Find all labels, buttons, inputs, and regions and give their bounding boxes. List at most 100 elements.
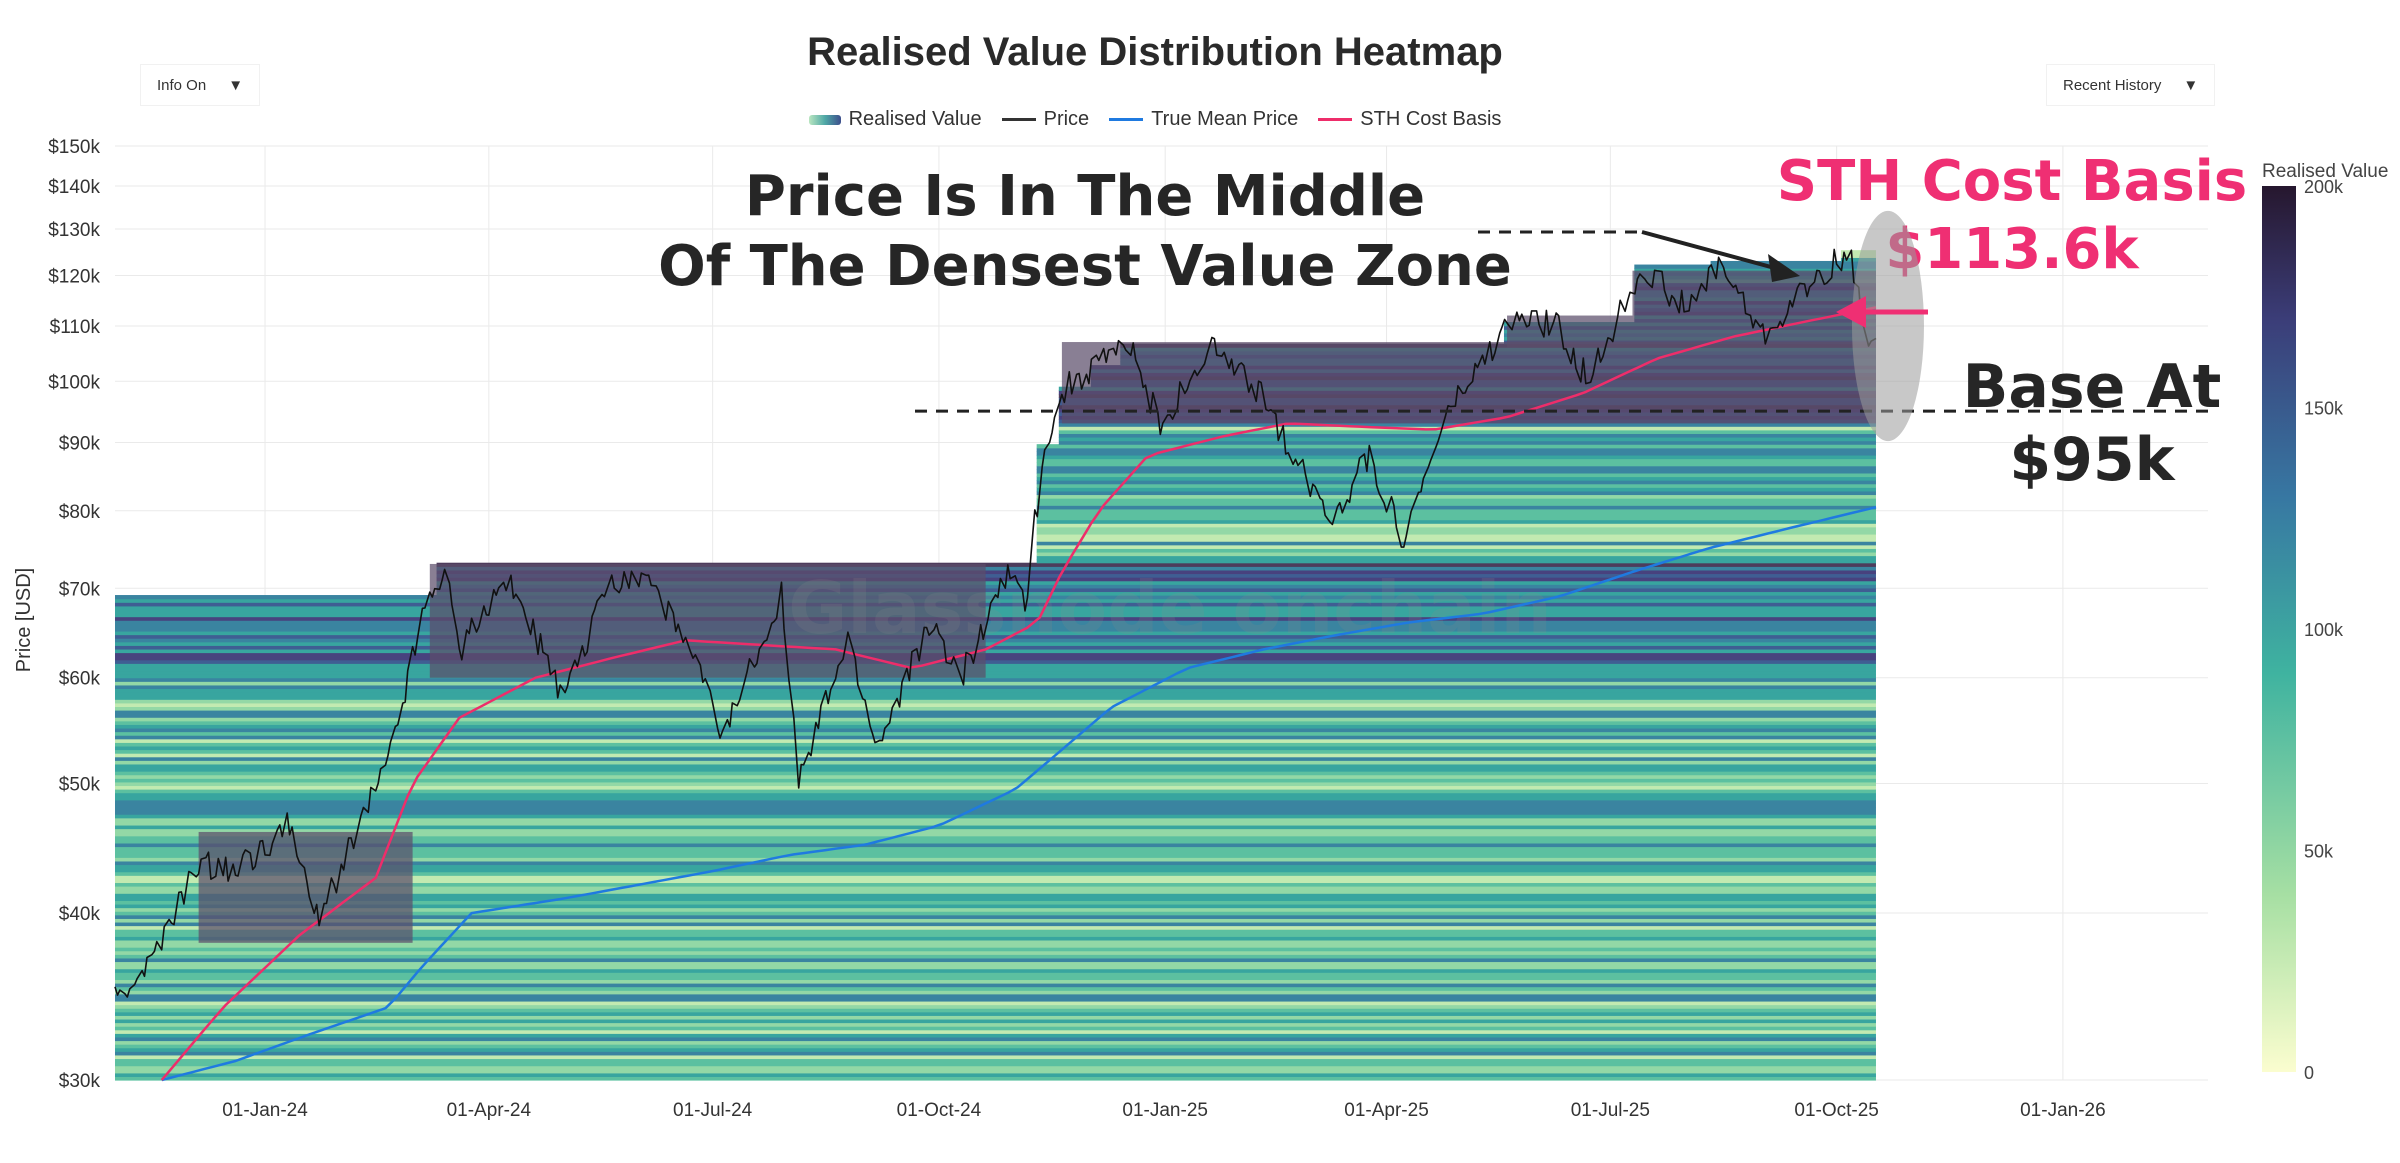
heatmap-band [115, 857, 1876, 862]
heatmap-band [115, 893, 1876, 898]
x-tick-label: 01-Jan-25 [1122, 1100, 1208, 1121]
y-tick-label: $90k [59, 433, 101, 454]
heatmap-band [1036, 490, 1876, 496]
heatmap-band [115, 709, 1876, 715]
heatmap-band [115, 839, 1876, 844]
heatmap-band [115, 605, 1876, 611]
heatmap-band [115, 677, 1876, 682]
heatmap-band [115, 957, 1876, 963]
heatmap-band [115, 1044, 1876, 1049]
heatmap-band [1036, 447, 1876, 452]
heatmap-band [115, 986, 1876, 991]
heatmap-band [1036, 508, 1876, 514]
heatmap-band [115, 972, 1876, 977]
colorbar-tick-label: 0 [2304, 1063, 2314, 1083]
colorbar-tick-label: 100k [2304, 620, 2344, 640]
heatmap-band [115, 871, 1876, 876]
heatmap-band [1036, 480, 1876, 485]
series-lines [114, 248, 1877, 1082]
chevron-down-icon: ▼ [2183, 76, 2199, 94]
heatmap-band [115, 681, 1876, 686]
heatmap-band [115, 954, 1876, 959]
series-true-mean-price [161, 505, 1877, 1082]
heatmap-band [115, 943, 1876, 948]
heatmap-band [115, 846, 1876, 851]
heatmap-band [115, 1026, 1876, 1031]
heatmap-band [115, 749, 1876, 754]
y-tick-label: $140k [48, 177, 100, 198]
x-tick-label: 01-Oct-24 [897, 1100, 982, 1121]
heatmap-band [115, 656, 1876, 661]
heatmap-swatch-icon [808, 114, 841, 125]
heatmap-band [115, 659, 1876, 664]
heatmap-band [115, 868, 1876, 873]
heatmap-band [115, 979, 1876, 984]
heatmap-band [115, 932, 1876, 937]
heatmap-band [436, 577, 1876, 582]
heatmap-band [115, 674, 1876, 679]
heatmap-band [1036, 454, 1876, 460]
heatmap-band [1036, 523, 1876, 528]
heatmap-band [115, 756, 1876, 761]
heatmap-band [1036, 501, 1876, 506]
y-tick-label: $30k [59, 1071, 101, 1092]
heatmap-band [115, 842, 1876, 848]
heatmap-band [436, 591, 1876, 596]
heatmap-band [1036, 505, 1876, 510]
heatmap-band [1036, 533, 1876, 539]
heatmap-band [1840, 250, 1876, 255]
heatmap-band [1036, 462, 1876, 467]
heatmap-band [115, 799, 1876, 804]
heatmap-band [115, 806, 1876, 812]
heatmap-band [115, 997, 1876, 1002]
history-range-dropdown[interactable]: Recent History ▼ [2046, 64, 2216, 106]
heatmap-band [115, 713, 1876, 718]
heatmap-band [115, 961, 1876, 966]
x-tick-label: 01-Jan-24 [222, 1100, 308, 1121]
heatmap-band [115, 950, 1876, 955]
legend-item-realised-value[interactable]: Realised Value [808, 108, 982, 131]
heatmap-band [115, 853, 1876, 858]
heatmap-band [115, 717, 1876, 722]
heatmap-band [115, 735, 1876, 740]
legend-item-price[interactable]: Price [1001, 108, 1089, 131]
heatmap-band [1036, 544, 1876, 549]
heatmap-band [1036, 487, 1876, 492]
heatmap-band [115, 595, 1876, 600]
heatmap-band [115, 781, 1876, 787]
heatmap-band [115, 792, 1876, 797]
chart-legend: Realised Value Price True Mean Price STH… [0, 108, 2310, 131]
y-tick-label: $110k [50, 317, 101, 338]
headline-line-1: Price Is In The Middle [745, 164, 1425, 229]
heatmap-band [1036, 512, 1876, 517]
legend-item-true-mean-price[interactable]: True Mean Price [1109, 108, 1298, 131]
heatmap-band [1036, 526, 1876, 531]
heatmap-band [115, 939, 1876, 945]
heatmap-band [115, 810, 1876, 815]
y-tick-label: $70k [59, 579, 101, 600]
heatmap-band [1710, 260, 1876, 266]
y-tick-label: $120k [48, 266, 100, 287]
heatmap-band [115, 896, 1876, 901]
heatmap-band [115, 638, 1876, 643]
heatmap-band [436, 584, 1876, 589]
legend-label: True Mean Price [1151, 108, 1299, 130]
heatmap-band [115, 645, 1876, 650]
heatmap-band [115, 630, 1876, 636]
heatmap-band [1036, 548, 1876, 553]
heatmap-band [436, 587, 1876, 593]
colorbar: Realised Value 0 50k 100k 150k 200k [2262, 161, 2388, 1083]
heatmap-band [115, 1047, 1876, 1052]
info-toggle-dropdown[interactable]: Info On ▼ [140, 64, 261, 106]
heatmap-area [115, 250, 1876, 1081]
heatmap-band [115, 850, 1876, 855]
legend-item-sth-cost-basis[interactable]: STH Cost Basis [1318, 108, 1501, 131]
y-tick-label: $100k [48, 372, 100, 393]
dense-value-zone [429, 563, 986, 678]
heatmap-band [115, 828, 1876, 833]
heatmap-band [1036, 451, 1876, 456]
heatmap-band [115, 763, 1876, 769]
heatmap-band [115, 965, 1876, 970]
y-axis-title: Price [USD] [13, 568, 35, 672]
